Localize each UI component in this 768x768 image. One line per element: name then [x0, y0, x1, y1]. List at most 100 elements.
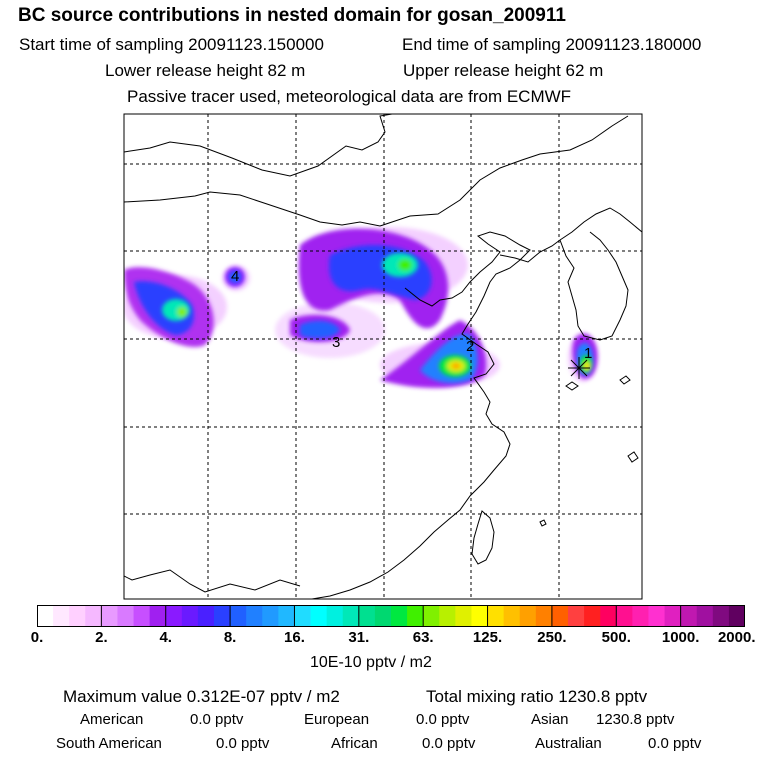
- colorbar-tick-label: 500.: [601, 629, 631, 646]
- colorbar-cell: [85, 605, 102, 627]
- colorbar-tick-label: 2000.: [717, 629, 756, 646]
- border-southwest: [124, 569, 301, 593]
- colorbar-tick-label: 2.: [95, 629, 108, 646]
- colorbar-cell: [262, 605, 279, 627]
- colorbar-cell: [391, 605, 408, 627]
- max-value: Maximum value 0.312E-07 pptv / m2: [63, 687, 340, 706]
- lower-release-height: Lower release height 82 m: [105, 61, 306, 80]
- colorbar-cell: [680, 605, 698, 627]
- coastlines: [124, 114, 642, 599]
- colorbar-cell: [165, 605, 183, 627]
- colorbar-tick-label: 31.: [348, 629, 370, 646]
- colorbar-cell: [455, 605, 472, 627]
- american-value: 0.0 pptv: [190, 711, 244, 728]
- colorbar-units: 10E-10 pptv / m2: [310, 654, 432, 671]
- colorbar-cell: [696, 605, 714, 627]
- colorbar-cell: [310, 605, 328, 627]
- colorbar-cell: [294, 605, 311, 627]
- plume-north-peak: [398, 259, 412, 271]
- colorbar-cell: [326, 605, 344, 627]
- colorbar-cell: [342, 605, 360, 627]
- colorbar: [37, 605, 745, 627]
- plume-source4-blue: [229, 271, 241, 283]
- colorbar-tick-label: 1000.: [661, 629, 700, 646]
- coast-islet-b: [627, 451, 639, 463]
- australian-label: Australian: [535, 735, 602, 752]
- european-value: 0.0 pptv: [416, 711, 470, 728]
- colorbar-cell: [712, 605, 730, 627]
- colorbar-cell: [568, 605, 585, 627]
- colorbar-tick-label: 0.: [30, 629, 44, 646]
- coast-liaodong: [499, 207, 642, 263]
- colorbar-cell: [197, 605, 215, 627]
- colorbar-cell: [664, 605, 682, 627]
- colorbar-cell: [37, 605, 54, 627]
- colorbar-cell: [616, 605, 633, 627]
- colorbar-cell: [149, 605, 167, 627]
- colorbar-cell: [728, 605, 745, 627]
- colorbar-cell: [584, 605, 601, 627]
- plume-korea-peak: [584, 362, 590, 370]
- colorbar-cell: [181, 605, 199, 627]
- receptor-star-icon: [568, 357, 590, 379]
- colorbar-cell: [503, 605, 521, 627]
- colorbar-cell: [423, 605, 440, 627]
- plume-south-peak: [452, 363, 460, 369]
- colorbar-cell: [648, 605, 665, 627]
- african-label: African: [331, 735, 378, 752]
- colorbar-cell: [632, 605, 649, 627]
- concentration-plumes: [124, 227, 598, 388]
- coast-islet-a: [619, 375, 631, 385]
- colorbar-tick-label: 125.: [472, 629, 503, 646]
- end-time: End time of sampling 20091123.180000: [402, 35, 702, 54]
- colorbar-cell: [53, 605, 70, 627]
- african-value: 0.0 pptv: [422, 735, 476, 752]
- map-grid: [124, 114, 642, 599]
- map-frame-background: [124, 114, 642, 599]
- colorbar-tick-label: 8.: [223, 629, 237, 646]
- colorbar-cell: [358, 605, 376, 627]
- colorbar-cell: [600, 605, 617, 627]
- south-american-value: 0.0 pptv: [216, 735, 270, 752]
- map-title: BC source contributions in nested domain…: [18, 5, 566, 26]
- map-frame-border: [123, 113, 643, 600]
- upper-release-height: Upper release height 62 m: [403, 61, 604, 80]
- colorbar-cell: [535, 605, 553, 627]
- colorbar-cell: [439, 605, 456, 627]
- colorbar-cell: [246, 605, 263, 627]
- colorbar-cell: [519, 605, 537, 627]
- colorbar-tick-label: 63.: [412, 629, 434, 646]
- colorbar-cell: [471, 605, 488, 627]
- source-markers: 1 2 3 4: [231, 268, 592, 362]
- start-time: Start time of sampling 20091123.150000: [19, 35, 324, 54]
- colorbar-cell: [374, 605, 392, 627]
- map-area: 1 2 3 4: [123, 113, 643, 600]
- colorbar-cell: [69, 605, 86, 627]
- colorbar-cell: [407, 605, 424, 627]
- coast-china: [311, 231, 531, 599]
- australian-value: 0.0 pptv: [648, 735, 702, 752]
- colorbar-cell: [551, 605, 569, 627]
- plume-west-peak: [177, 307, 187, 317]
- american-label: American: [80, 711, 144, 728]
- marker-2: 2: [466, 338, 474, 355]
- colorbar-tick-label: 250.: [537, 629, 567, 646]
- colorbar-cell: [117, 605, 134, 627]
- colorbar-cell: [230, 605, 247, 627]
- colorbar-cell: [214, 605, 231, 627]
- south-american-label: South American: [56, 735, 162, 752]
- coast-islet-c: [539, 519, 547, 527]
- coast-taiwan: [471, 510, 495, 565]
- marker-3: 3: [332, 334, 340, 351]
- colorbar-cell: [487, 605, 505, 627]
- border-inner-mongolia: [124, 115, 629, 227]
- colorbar-tick-label: 4.: [159, 629, 172, 646]
- coast-korea: [559, 231, 629, 341]
- colorbar-cell: [133, 605, 151, 627]
- asian-label: Asian: [531, 711, 569, 728]
- colorbar-cell: [278, 605, 295, 627]
- colorbar-tick-label: 16.: [284, 629, 305, 646]
- asian-value: 1230.8 pptv: [596, 711, 675, 728]
- coast-jeju: [565, 381, 579, 391]
- plume-center-blue: [300, 320, 340, 339]
